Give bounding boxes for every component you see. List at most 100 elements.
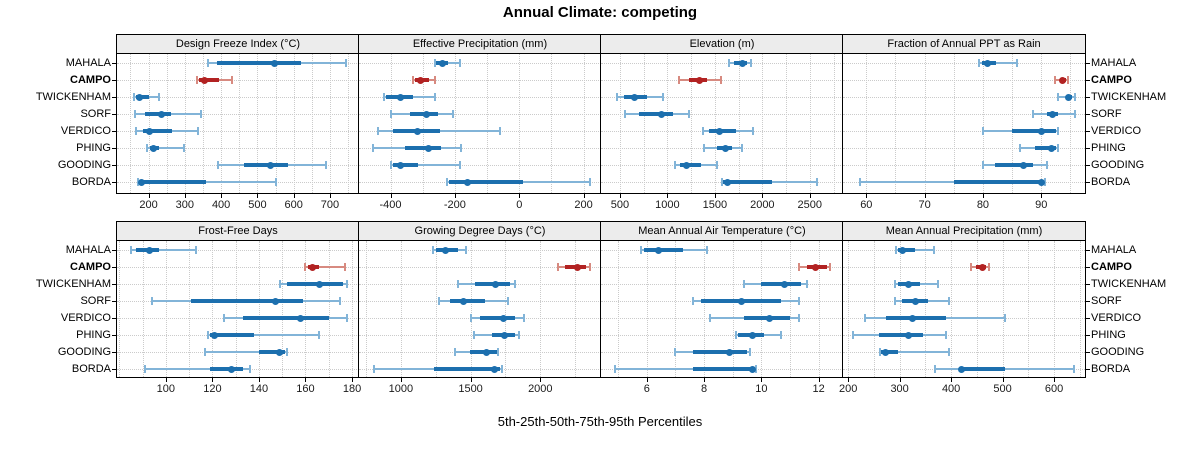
box-25-75 [480,316,516,320]
x-tick-label: 0 [516,199,523,211]
grid-line-vertical [348,54,350,193]
site-label-left-gooding: GOODING [57,346,111,358]
grid-line-vertical [643,54,645,193]
whisker-cap-low [981,127,984,135]
grid-line-vertical [275,54,277,193]
whisker-cap-low [894,280,896,288]
whisker-cap-low [1053,76,1056,84]
whisker-cap-low [372,144,375,152]
x-tick-label: 90 [1035,199,1048,211]
median-dot [500,331,508,339]
x-tick-mark [519,194,521,198]
whisker-cap-low [674,348,677,356]
panel-separator [842,222,843,377]
median-dot [721,144,729,152]
whisker-cap-high [1045,161,1048,169]
grid-line-vertical [305,241,307,377]
x-tick-mark [293,194,295,198]
median-dot [737,297,745,305]
whisker-cap-low [1032,110,1035,118]
grid-line-vertical [675,241,677,377]
panel-mean-annual-precipitation-mm [843,241,1085,377]
grid-line-vertical [487,54,489,193]
whisker-cap-high [1057,144,1060,152]
whisker-cap-low [372,365,375,373]
whisker-cap-low [133,110,136,118]
median-dot [1047,144,1055,152]
median-dot [766,314,774,322]
x-tick-mark [148,194,150,198]
x-tick-label: 500 [610,199,630,211]
whisker-cap-high [507,297,510,305]
whisker-cap-low [863,314,866,322]
grid-line-vertical [165,241,167,377]
whisker-cap-high [339,297,342,305]
y-tick-mark-left [112,301,116,302]
whisker-cap-low [438,297,441,305]
x-tick-label: 140 [249,383,269,395]
x-tick-mark [982,194,984,198]
site-label-right-mahala: MAHALA [1091,244,1137,256]
site-label-left-mahala: MAHALA [65,244,111,256]
grid-line-row [843,335,1085,336]
grid-line-vertical [1012,54,1014,193]
grid-line-row [359,250,601,251]
y-tick-mark-right [1086,352,1090,353]
whisker-5-95 [144,368,250,370]
whisker-cap-high [325,161,328,169]
grid-line-row [843,148,1085,149]
x-tick-mark [1002,378,1004,382]
x-tick-label: 12 [812,383,825,395]
site-label-right-phing: PHING [1091,329,1126,341]
whisker-cap-low [133,93,136,101]
grid-line-vertical [119,241,121,377]
figure-caption: 5th-25th-50th-75th-95th Percentiles [497,414,703,429]
whisker-cap-low [150,297,153,305]
whisker-cap-low [377,127,380,135]
median-dot [881,348,889,356]
box-25-75 [448,180,524,184]
median-dot [276,348,284,356]
grid-line-row [601,97,843,98]
x-tick-label: -200 [443,199,466,211]
y-tick-mark-right [1086,301,1090,302]
grid-line-row [843,250,1085,251]
whisker-cap-low [195,76,198,84]
grid-line-vertical [221,54,223,193]
grid-line-row [117,131,359,132]
grid-line-row [601,63,843,64]
median-dot [227,365,235,373]
whisker-cap-low [702,127,705,135]
whisker-cap-low [412,76,415,84]
whisker-cap-high [688,110,691,118]
whisker-cap-high [459,144,462,152]
whisker-cap-low [981,161,984,169]
median-dot [812,263,820,271]
median-dot [271,297,279,305]
grid-line-vertical [1079,241,1081,377]
grid-line-vertical [189,241,191,377]
whisker-cap-low [146,144,149,152]
x-tick-label: 2000 [528,383,553,395]
box-25-75 [392,163,419,167]
whisker-cap-high [944,331,947,339]
box-25-75 [897,248,916,252]
grid-line-vertical [519,54,521,193]
whisker-cap-low [978,59,981,67]
grid-line-vertical [293,54,295,193]
median-dot [696,76,704,84]
whisker-cap-low [557,263,560,271]
panel-separator [600,222,601,377]
median-dot [150,144,158,152]
y-tick-mark-right [1086,267,1090,268]
strip-band [117,222,1085,241]
median-dot [136,93,144,101]
whisker-cap-high [715,161,718,169]
grid-line-vertical [866,54,868,193]
median-dot [315,280,323,288]
whisker-cap-low [304,263,307,271]
x-tick-mark [762,194,764,198]
whisker-cap-high [780,331,783,339]
grid-line-vertical [646,241,648,377]
grid-line-row [601,335,843,336]
